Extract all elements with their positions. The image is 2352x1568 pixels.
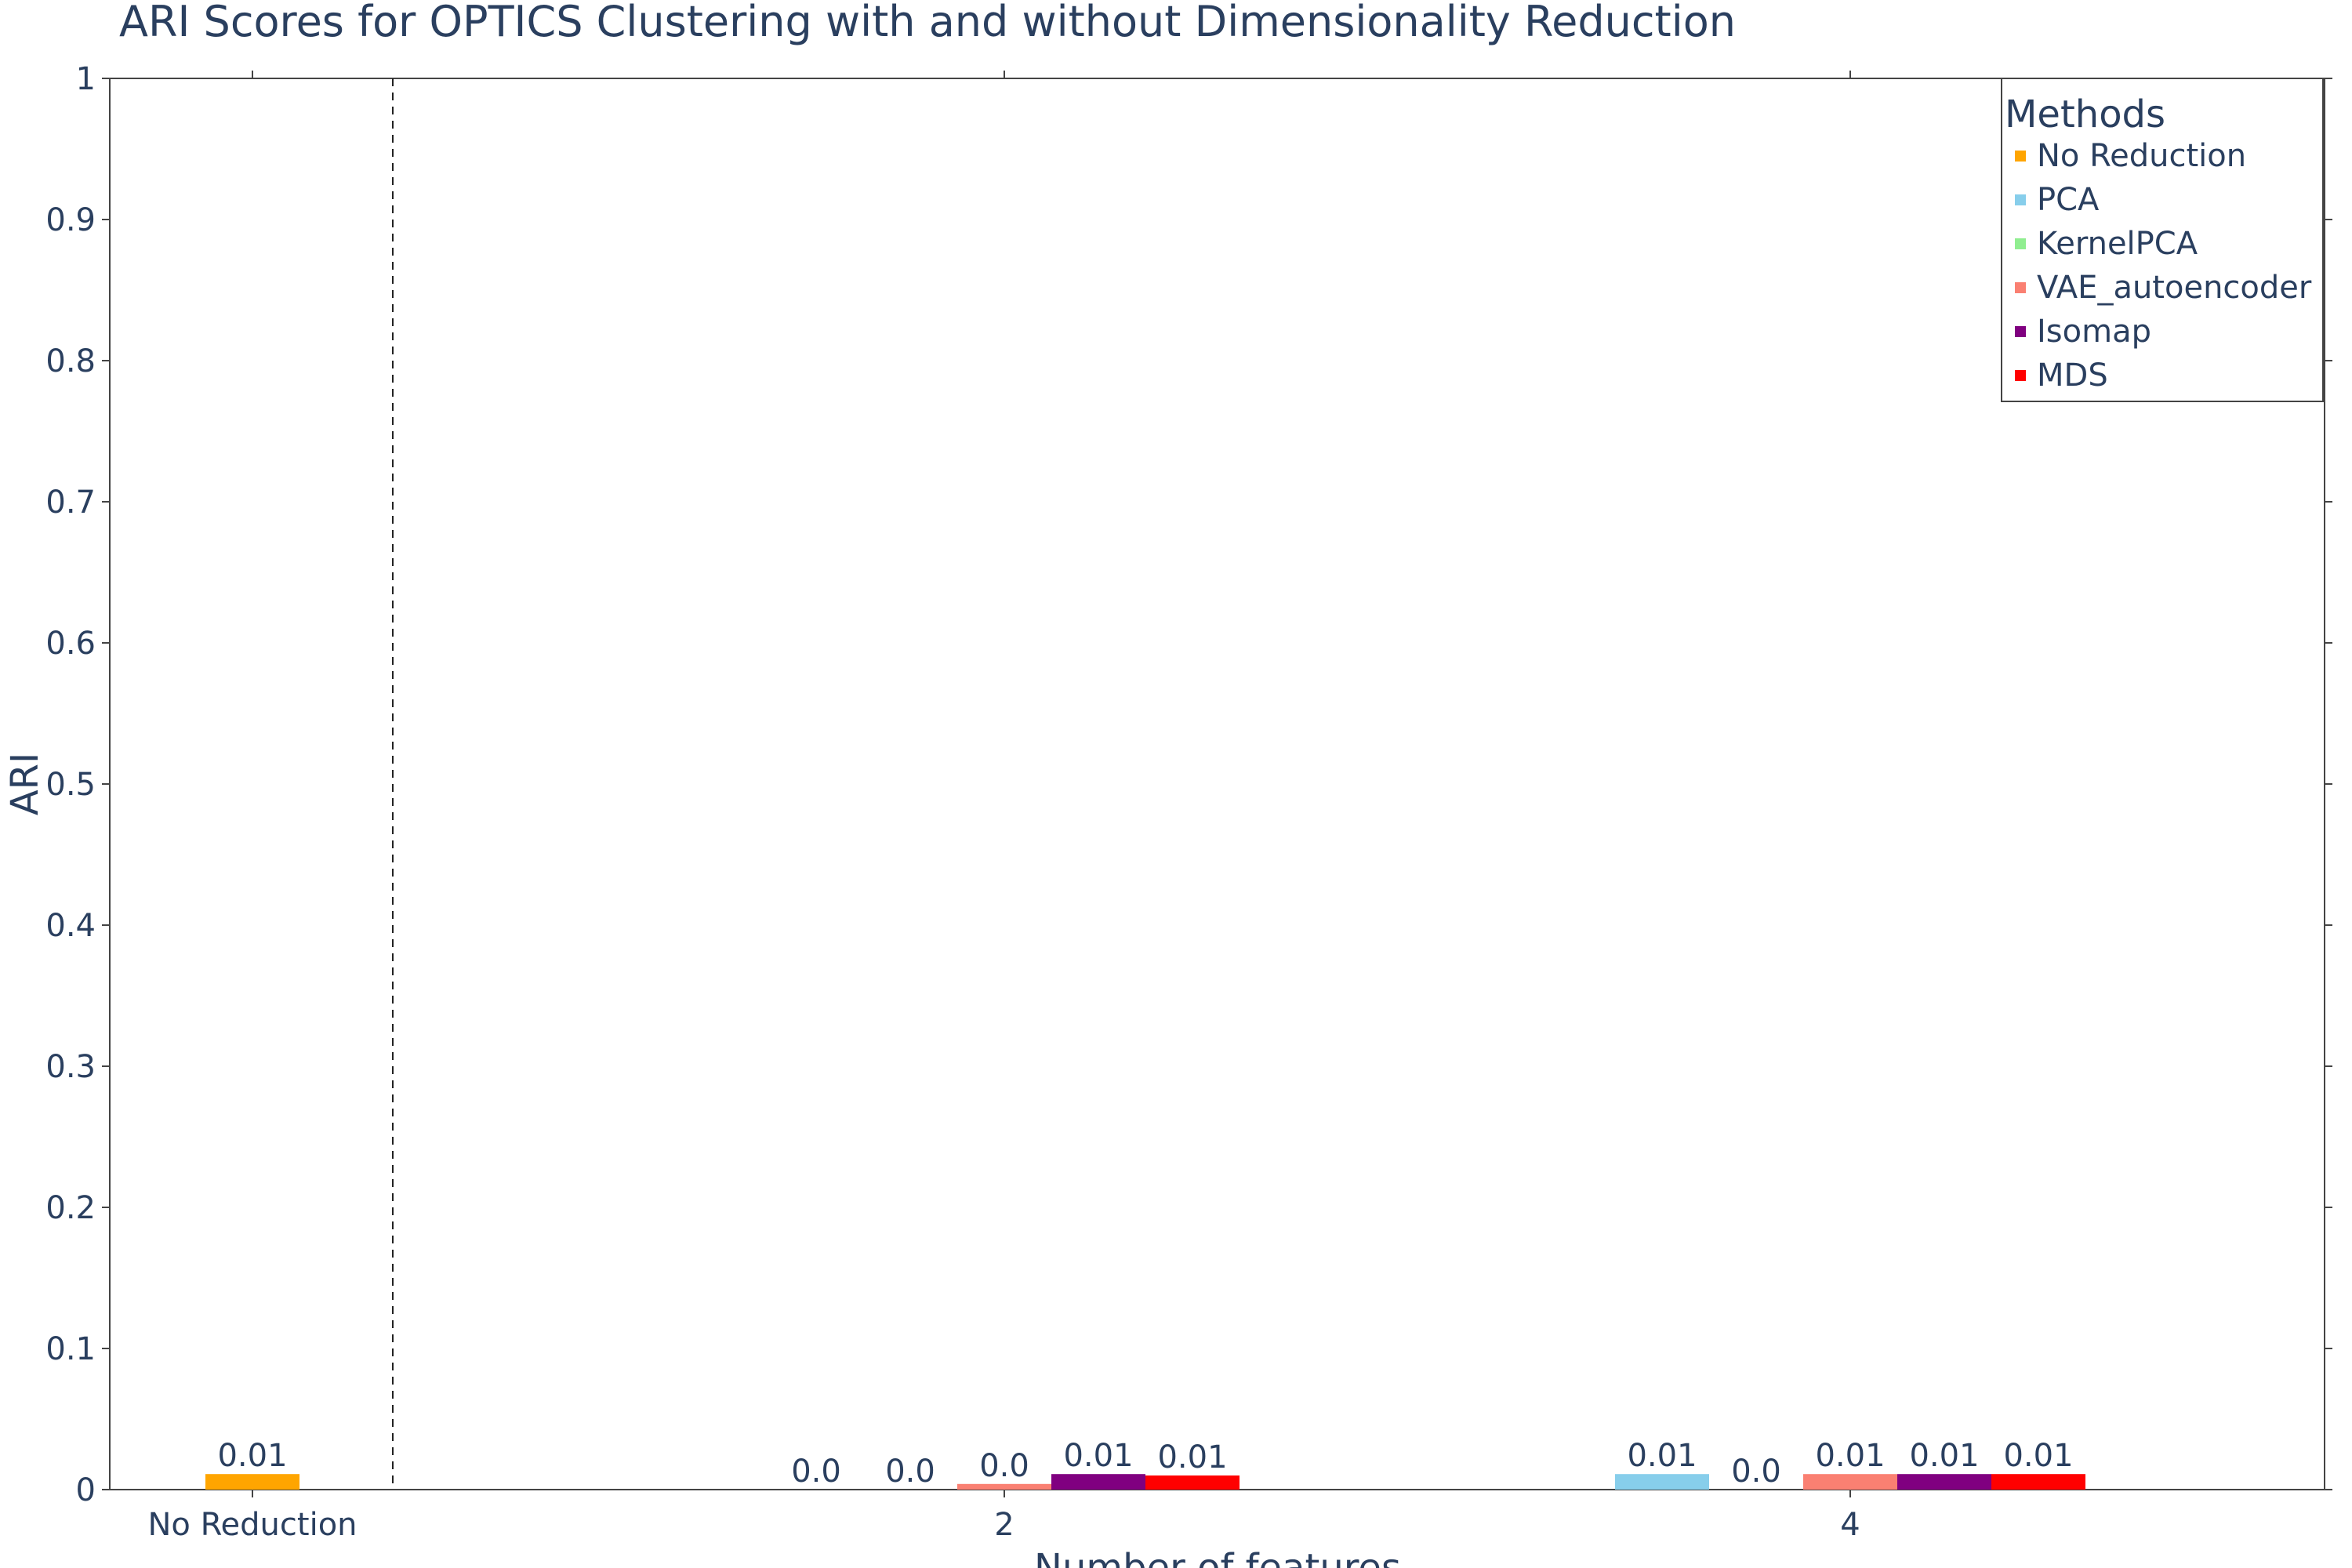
bar-data-label: 0.01 [1627, 1438, 1697, 1474]
bar-data-label: 0.01 [217, 1438, 287, 1474]
legend-item-no-reduction[interactable]: No Reduction [2037, 138, 2246, 174]
legend-swatch-pca [2015, 194, 2026, 205]
bar-no-reduction-no-reduction[interactable] [205, 1474, 299, 1490]
bar-data-label: 0.0 [791, 1454, 841, 1490]
x-tick-label: No Reduction [147, 1507, 357, 1543]
legend-item-kernelpca[interactable]: KernelPCA [2037, 226, 2198, 262]
legend[interactable]: Methods No Reduction PCA KernelPCA VAE_auto… [2001, 78, 2324, 402]
bar-vae-autoencoder-4[interactable] [1803, 1474, 1897, 1490]
bar-mds-4[interactable] [1991, 1474, 2085, 1490]
y-tick-label: 0.9 [45, 202, 96, 238]
bar-data-label: 0.01 [1909, 1438, 1979, 1474]
y-tick-label: 0.2 [45, 1190, 96, 1226]
bar-pca-4[interactable] [1615, 1474, 1709, 1490]
bar-data-label: 0.01 [1063, 1438, 1133, 1474]
y-axis: 0 0.1 0.2 0.3 0.4 0.5 0.6 0.7 0.8 0.9 1 [45, 61, 2332, 1508]
legend-items[interactable]: No Reduction PCA KernelPCA VAE_autoencoder I… [2015, 138, 2312, 394]
legend-swatch-kernelpca [2015, 238, 2026, 249]
legend-title: Methods [2005, 93, 2165, 136]
x-axis-title: Number of features [1034, 1546, 1401, 1568]
bar-vae-autoencoder-2[interactable] [957, 1483, 1051, 1490]
bar-data-label: 0.01 [2003, 1438, 2073, 1474]
bar-isomap-2[interactable] [1051, 1474, 1145, 1490]
legend-item-isomap[interactable]: Isomap [2037, 314, 2151, 350]
y-tick-label: 0.6 [45, 626, 96, 662]
x-axis: No Reduction 2 4 [147, 71, 1860, 1543]
bar-data-label: 0.01 [1157, 1439, 1227, 1475]
legend-swatch-vae-autoencoder [2015, 282, 2026, 293]
legend-swatch-no-reduction [2015, 151, 2026, 162]
bar-data-label: 0.0 [1731, 1454, 1781, 1490]
chart-title: ARI Scores for OPTICS Clustering with an… [119, 0, 1736, 46]
y-tick-label: 0.7 [45, 485, 96, 521]
y-tick-label: 0 [76, 1472, 96, 1508]
legend-box [2001, 78, 2324, 402]
legend-swatch-mds [2015, 370, 2026, 381]
x-tick-label: 4 [1840, 1507, 1860, 1543]
bar-data-labels: 0.01 0.0 0.01 0.0 0.0 0.0 0.01 0.01 0.01 0.01 0.01 [217, 1438, 2073, 1490]
y-tick-label: 0.4 [45, 908, 96, 944]
legend-item-pca[interactable]: PCA [2037, 182, 2100, 218]
bars [205, 1474, 2085, 1490]
x-tick-label: 2 [994, 1507, 1014, 1543]
y-axis-title: ARI [3, 753, 47, 815]
bar-data-label: 0.0 [885, 1454, 935, 1490]
bar-mds-2[interactable] [1145, 1475, 1240, 1490]
y-tick-label: 1 [76, 61, 96, 97]
bar-data-label: 0.0 [979, 1448, 1029, 1484]
legend-item-mds[interactable]: MDS [2037, 358, 2108, 394]
y-tick-label: 0.5 [45, 767, 96, 803]
legend-item-vae-autoencoder[interactable]: VAE_autoencoder [2037, 270, 2312, 306]
y-tick-label: 0.1 [45, 1331, 96, 1367]
bar-isomap-4[interactable] [1897, 1474, 1991, 1490]
bar-data-label: 0.01 [1815, 1438, 1885, 1474]
y-tick-label: 0.3 [45, 1049, 96, 1085]
legend-swatch-isomap [2015, 326, 2026, 337]
y-tick-label: 0.8 [45, 343, 96, 379]
